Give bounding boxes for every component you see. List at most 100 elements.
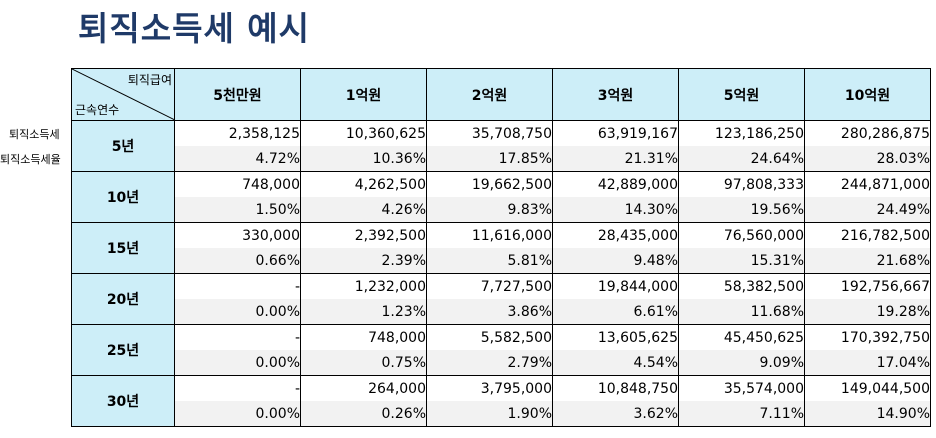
tax-rate-cell: 9.48% bbox=[552, 248, 679, 274]
table-row-tax: 10년 748,000 4,262,500 19,662,500 42,889,000 9… bbox=[71, 171, 931, 223]
tax-amount-cell: 35,574,000 bbox=[678, 375, 805, 401]
tax-rate-cell: 0.66% bbox=[174, 248, 301, 274]
tax-rate-cell: 9.09% bbox=[678, 350, 805, 376]
tax-rate-cell: 19.56% bbox=[678, 197, 805, 223]
tax-amount-cell: 264,000 bbox=[300, 375, 427, 401]
tax-rate-cell: 17.04% bbox=[804, 350, 931, 376]
row-header-years: 5년 bbox=[71, 120, 175, 172]
table-corner-cell: 퇴직급여 근속연수 bbox=[71, 68, 175, 121]
table-row-tax: 5년 2,358,125 10,360,625 35,708,750 63,919,16… bbox=[71, 120, 931, 172]
tax-rate-cell: 3.86% bbox=[426, 299, 553, 325]
row-header-years: 20년 bbox=[71, 273, 175, 325]
table-row-tax: 25년 -748,000 5,582,500 13,605,625 45,450,625… bbox=[71, 324, 931, 376]
tax-rate-cell: 1.90% bbox=[426, 401, 553, 427]
tax-rate-cell: 14.30% bbox=[552, 197, 679, 223]
tax-rate-cell: 1.23% bbox=[300, 299, 427, 325]
tax-amount-cell: 123,186,250 bbox=[678, 120, 805, 146]
tax-rate-cell: 0.00% bbox=[174, 299, 301, 325]
column-header: 1억원 bbox=[300, 68, 427, 121]
tax-rate-cell: 0.00% bbox=[174, 350, 301, 376]
tax-rate-cell: 7.11% bbox=[678, 401, 805, 427]
page-title: 퇴직소득세 예시 bbox=[78, 9, 311, 48]
tax-amount-cell: 63,919,167 bbox=[552, 120, 679, 146]
tax-rate-cell: 2.79% bbox=[426, 350, 553, 376]
table-row-tax: 20년 -1,232,000 7,727,500 19,844,000 58,382,5… bbox=[71, 273, 931, 325]
tax-rate-cell: 14.90% bbox=[804, 401, 931, 427]
tax-amount-cell: 2,392,500 bbox=[300, 222, 427, 248]
table-row-rate: 0.00% 1.23% 3.86% 6.61% 11.68% 19.28% bbox=[72, 299, 931, 325]
row-header-years: 25년 bbox=[71, 324, 175, 376]
tax-amount-cell: 10,360,625 bbox=[300, 120, 427, 146]
table-header-row: 퇴직급여 근속연수 5천만원 1억원 2억원 3억원 5억원 10억원 bbox=[71, 68, 931, 121]
tax-amount-cell: 76,560,000 bbox=[678, 222, 805, 248]
tax-amount-cell: 28,435,000 bbox=[552, 222, 679, 248]
side-label-tax: 퇴직소득세 bbox=[9, 128, 60, 141]
tax-rate-cell: 15.31% bbox=[678, 248, 805, 274]
tax-amount-cell: 45,450,625 bbox=[678, 324, 805, 350]
tax-rate-cell: 21.68% bbox=[804, 248, 931, 274]
tax-amount-cell: 13,605,625 bbox=[552, 324, 679, 350]
tax-amount-cell: 3,795,000 bbox=[426, 375, 553, 401]
corner-label-service-years: 근속연수 bbox=[75, 103, 120, 117]
column-header: 3억원 bbox=[552, 68, 679, 121]
row-header-years: 10년 bbox=[71, 171, 175, 223]
column-header: 2억원 bbox=[426, 68, 553, 121]
row-header-years: 15년 bbox=[71, 222, 175, 274]
tax-amount-cell: 192,756,667 bbox=[804, 273, 931, 299]
tax-rate-cell: 3.62% bbox=[552, 401, 679, 427]
tax-amount-cell: 58,382,500 bbox=[678, 273, 805, 299]
column-header: 5억원 bbox=[678, 68, 805, 121]
tax-amount-cell: 748,000 bbox=[300, 324, 427, 350]
tax-amount-cell: 2,358,125 bbox=[174, 120, 301, 146]
tax-rate-cell: 11.68% bbox=[678, 299, 805, 325]
tax-rate-cell: 19.28% bbox=[804, 299, 931, 325]
table-row-rate: 0.66% 2.39% 5.81% 9.48% 15.31% 21.68% bbox=[72, 248, 931, 274]
tax-amount-cell: 1,232,000 bbox=[300, 273, 427, 299]
tax-rate-cell: 4.26% bbox=[300, 197, 427, 223]
tax-amount-cell: 7,727,500 bbox=[426, 273, 553, 299]
tax-rate-cell: 4.54% bbox=[552, 350, 679, 376]
tax-rate-cell: 1.50% bbox=[174, 197, 301, 223]
column-header: 10억원 bbox=[804, 68, 931, 121]
table-row-rate: 0.00% 0.26% 1.90% 3.62% 7.11% 14.90% bbox=[72, 401, 931, 427]
tax-amount-cell: 149,044,500 bbox=[804, 375, 931, 401]
corner-label-retirement-pay: 퇴직급여 bbox=[127, 73, 172, 87]
table-row-rate: 0.00% 0.75% 2.79% 4.54% 9.09% 17.04% bbox=[72, 350, 931, 376]
tax-amount-cell: 35,708,750 bbox=[426, 120, 553, 146]
tax-amount-cell: 280,286,875 bbox=[804, 120, 931, 146]
tax-rate-cell: 0.75% bbox=[300, 350, 427, 376]
tax-amount-cell: 11,616,000 bbox=[426, 222, 553, 248]
table-row-rate: 1.50% 4.26% 9.83% 14.30% 19.56% 24.49% bbox=[72, 197, 931, 223]
row-header-years: 30년 bbox=[71, 375, 175, 427]
tax-amount-cell: 97,808,333 bbox=[678, 171, 805, 197]
corner-diagonal bbox=[72, 69, 175, 120]
tax-amount-cell: - bbox=[174, 324, 301, 350]
tax-rate-cell: 9.83% bbox=[426, 197, 553, 223]
tax-rate-cell: 2.39% bbox=[300, 248, 427, 274]
tax-rate-cell: 24.64% bbox=[678, 146, 805, 172]
table-row-tax: 15년 330,000 2,392,500 11,616,000 28,435,000 7… bbox=[71, 222, 931, 274]
tax-amount-cell: - bbox=[174, 375, 301, 401]
table-row-rate: 4.72% 10.36% 17.85% 21.31% 24.64% 28.03% bbox=[72, 146, 931, 172]
tax-rate-cell: 6.61% bbox=[552, 299, 679, 325]
tax-amount-cell: 748,000 bbox=[174, 171, 301, 197]
tax-rate-cell: 10.36% bbox=[300, 146, 427, 172]
tax-rate-cell: 28.03% bbox=[804, 146, 931, 172]
tax-amount-cell: 170,392,750 bbox=[804, 324, 931, 350]
tax-amount-cell: 5,582,500 bbox=[426, 324, 553, 350]
tax-rate-cell: 4.72% bbox=[174, 146, 301, 172]
tax-amount-cell: 42,889,000 bbox=[552, 171, 679, 197]
tax-amount-cell: 330,000 bbox=[174, 222, 301, 248]
column-header: 5천만원 bbox=[174, 68, 301, 121]
tax-amount-cell: 10,848,750 bbox=[552, 375, 679, 401]
tax-rate-cell: 24.49% bbox=[804, 197, 931, 223]
tax-amount-cell: 4,262,500 bbox=[300, 171, 427, 197]
tax-rate-cell: 0.00% bbox=[174, 401, 301, 427]
tax-rate-cell: 21.31% bbox=[552, 146, 679, 172]
tax-rate-cell: 17.85% bbox=[426, 146, 553, 172]
tax-amount-cell: - bbox=[174, 273, 301, 299]
tax-table: 퇴직급여 근속연수 5천만원 1억원 2억원 3억원 5억원 10억원 5년 2,… bbox=[71, 68, 931, 427]
tax-amount-cell: 19,662,500 bbox=[426, 171, 553, 197]
tax-rate-cell: 5.81% bbox=[426, 248, 553, 274]
tax-amount-cell: 244,871,000 bbox=[804, 171, 931, 197]
